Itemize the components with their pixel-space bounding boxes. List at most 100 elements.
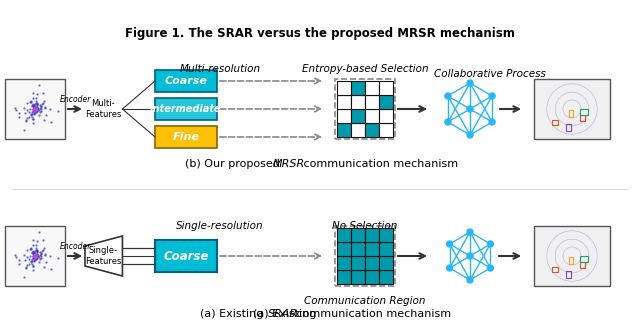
Point bbox=[10, 105, 20, 110]
Point bbox=[32, 249, 42, 254]
Point bbox=[28, 237, 38, 242]
Point bbox=[25, 99, 35, 104]
Point bbox=[38, 238, 48, 243]
Point bbox=[14, 110, 24, 115]
Circle shape bbox=[489, 93, 495, 99]
Point bbox=[28, 107, 38, 112]
Point bbox=[28, 103, 38, 109]
Bar bbox=[379, 270, 393, 284]
Point bbox=[35, 110, 45, 115]
Point bbox=[31, 253, 42, 258]
Point bbox=[29, 253, 40, 259]
Point bbox=[30, 254, 40, 259]
Point bbox=[31, 98, 41, 104]
FancyBboxPatch shape bbox=[155, 240, 217, 272]
Point bbox=[24, 114, 35, 120]
Point bbox=[29, 249, 39, 255]
Point bbox=[28, 116, 38, 122]
Point bbox=[19, 110, 29, 115]
Bar bbox=[379, 123, 393, 137]
Text: Intermediate: Intermediate bbox=[150, 104, 222, 114]
Point bbox=[27, 111, 37, 116]
Point bbox=[30, 254, 40, 259]
Point bbox=[28, 263, 38, 268]
Bar bbox=[534, 226, 610, 286]
Point bbox=[28, 254, 38, 259]
Text: Figure 1. The SRAR versus the proposed MRSR mechanism: Figure 1. The SRAR versus the proposed M… bbox=[125, 28, 515, 40]
Point bbox=[37, 101, 47, 106]
Point bbox=[32, 255, 42, 260]
Circle shape bbox=[445, 119, 451, 125]
Point bbox=[28, 258, 38, 263]
Point bbox=[30, 107, 40, 112]
Point bbox=[31, 255, 42, 260]
Point bbox=[31, 252, 42, 258]
Point bbox=[31, 95, 41, 100]
Text: Single-resolution: Single-resolution bbox=[176, 221, 264, 231]
Point bbox=[30, 107, 40, 112]
Point bbox=[30, 106, 40, 111]
Point bbox=[33, 106, 43, 111]
Point bbox=[29, 254, 40, 259]
Point bbox=[21, 264, 31, 269]
Point bbox=[30, 254, 40, 259]
Point bbox=[25, 253, 35, 259]
Point bbox=[28, 108, 38, 113]
Point bbox=[26, 112, 36, 118]
Point bbox=[30, 254, 40, 260]
Point bbox=[24, 109, 34, 114]
Point bbox=[32, 250, 42, 255]
Bar bbox=[379, 109, 393, 123]
Bar bbox=[337, 242, 351, 256]
Point bbox=[34, 83, 44, 88]
Point bbox=[38, 117, 49, 122]
Point bbox=[38, 264, 49, 269]
Point bbox=[31, 108, 42, 113]
Point bbox=[31, 246, 41, 251]
Point bbox=[32, 109, 42, 114]
Point bbox=[26, 259, 36, 264]
Point bbox=[34, 230, 44, 235]
Point bbox=[26, 246, 36, 251]
Text: Coarse: Coarse bbox=[163, 249, 209, 262]
Point bbox=[21, 117, 31, 122]
Point bbox=[32, 109, 42, 114]
Point bbox=[26, 99, 36, 104]
Point bbox=[31, 107, 42, 112]
Bar bbox=[568, 110, 573, 117]
Point bbox=[29, 252, 40, 257]
Point bbox=[29, 102, 39, 108]
Point bbox=[26, 245, 36, 250]
Bar bbox=[351, 95, 365, 109]
Text: Communication Region: Communication Region bbox=[304, 296, 426, 306]
Point bbox=[30, 106, 40, 111]
Point bbox=[32, 103, 42, 108]
Circle shape bbox=[447, 265, 452, 271]
Point bbox=[30, 251, 40, 256]
Bar bbox=[5, 226, 65, 286]
Point bbox=[29, 103, 39, 109]
Point bbox=[29, 250, 39, 256]
Point bbox=[29, 105, 40, 110]
Point bbox=[29, 253, 40, 258]
Point bbox=[31, 109, 41, 114]
Point bbox=[31, 242, 41, 247]
Point bbox=[29, 257, 40, 262]
Bar bbox=[379, 95, 393, 109]
Point bbox=[32, 102, 42, 107]
Point bbox=[19, 257, 29, 262]
Point bbox=[53, 256, 63, 261]
Point bbox=[31, 254, 42, 260]
Point bbox=[31, 110, 41, 115]
Point bbox=[29, 109, 39, 114]
Point bbox=[31, 252, 42, 257]
Point bbox=[37, 248, 47, 253]
Point bbox=[31, 256, 41, 261]
Text: Multi-resolution: Multi-resolution bbox=[179, 64, 260, 74]
Bar bbox=[337, 123, 351, 137]
Point bbox=[36, 251, 46, 257]
Point bbox=[29, 106, 39, 111]
Point bbox=[30, 253, 40, 258]
Text: Entropy-based Selection: Entropy-based Selection bbox=[301, 64, 428, 74]
Point bbox=[31, 248, 41, 253]
